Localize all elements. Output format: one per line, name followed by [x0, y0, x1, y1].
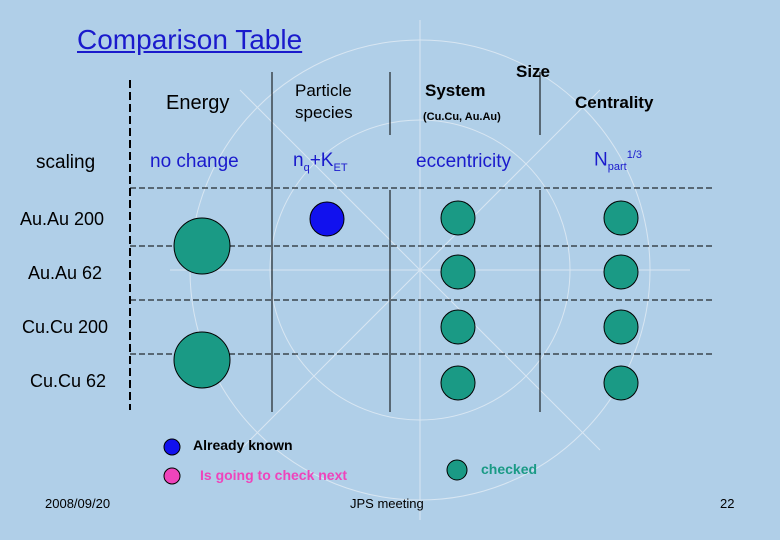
legend-known-text: Already known — [193, 437, 293, 453]
row-label-cucu62: Cu.Cu 62 — [30, 371, 107, 391]
system-circle-1 — [440, 200, 476, 236]
centrality-circle-4 — [603, 365, 639, 401]
footer-meeting: JPS meeting — [350, 496, 424, 511]
scaling-energy: no change — [150, 151, 239, 172]
slide-title: Comparison Table — [77, 24, 303, 55]
scaling-system: eccentricity — [416, 151, 512, 172]
legend-known-marker — [163, 438, 181, 456]
header-particle-line1: Particle — [295, 81, 352, 100]
centrality-circle-2 — [603, 254, 639, 290]
particle-circle-known — [309, 201, 345, 237]
legend-checked-text: checked — [481, 461, 538, 477]
legend-checked-marker — [446, 459, 468, 481]
scaling-particle: nq+KET — [293, 150, 348, 174]
footer-date: 2008/09/20 — [45, 496, 111, 511]
row-label-auau62: Au.Au 62 — [28, 263, 103, 283]
centrality-circle-1 — [603, 200, 639, 236]
header-centrality: Centrality — [575, 93, 654, 112]
footer-page: 22 — [720, 496, 735, 511]
header-particle-line2: species — [295, 103, 353, 122]
system-circle-4 — [440, 365, 476, 401]
system-circle-3 — [440, 309, 476, 345]
header-system: System — [425, 81, 486, 100]
header-size: Size — [516, 62, 551, 81]
energy-circle-62 — [173, 331, 231, 389]
header-energy: Energy — [166, 92, 230, 114]
centrality-circle-3 — [603, 309, 639, 345]
scaling-centrality: Npart1/3 — [594, 149, 642, 174]
row-label-auau200: Au.Au 200 — [20, 209, 105, 229]
legend-next-marker — [163, 467, 181, 485]
system-circle-2 — [440, 254, 476, 290]
header-system-sub: (Cu.Cu, Au.Au) — [423, 111, 501, 123]
scaling-label: scaling — [36, 152, 96, 173]
legend-next-text: Is going to check next — [200, 467, 348, 483]
row-label-cucu200: Cu.Cu 200 — [22, 317, 109, 337]
energy-circle-200 — [173, 217, 231, 275]
